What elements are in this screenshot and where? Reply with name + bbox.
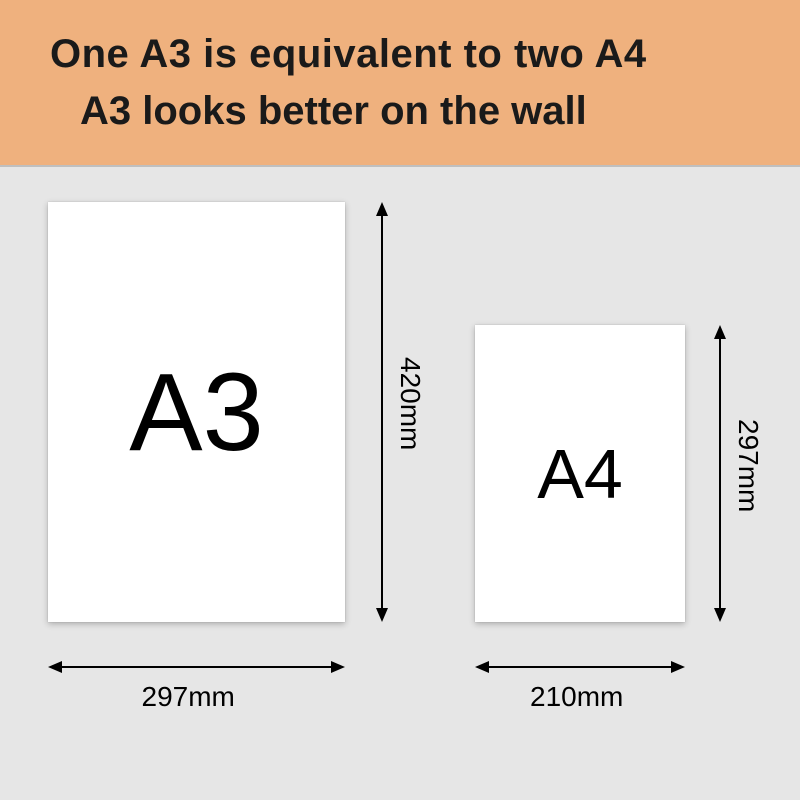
a3-width-label: 297mm: [142, 681, 235, 713]
header-line-2: A3 looks better on the wall: [50, 89, 800, 134]
header-line-1: One A3 is equivalent to two A4: [50, 32, 800, 77]
diagram-area: A3 A4 420mm 297mm 297mm 210mm: [0, 165, 800, 800]
header-banner: One A3 is equivalent to two A4 A3 looks …: [0, 0, 800, 165]
a3-label: A3: [129, 349, 264, 476]
a4-paper: A4: [475, 325, 685, 622]
a4-width-arrow: [474, 657, 686, 677]
a4-width-label: 210mm: [530, 681, 623, 713]
a3-height-arrow: [372, 201, 392, 623]
a4-height-arrow: [710, 324, 730, 623]
a3-height-label: 420mm: [394, 357, 426, 450]
a4-height-label: 297mm: [732, 419, 764, 512]
a4-label: A4: [537, 434, 623, 514]
a3-width-arrow: [47, 657, 346, 677]
a3-paper: A3: [48, 202, 345, 622]
